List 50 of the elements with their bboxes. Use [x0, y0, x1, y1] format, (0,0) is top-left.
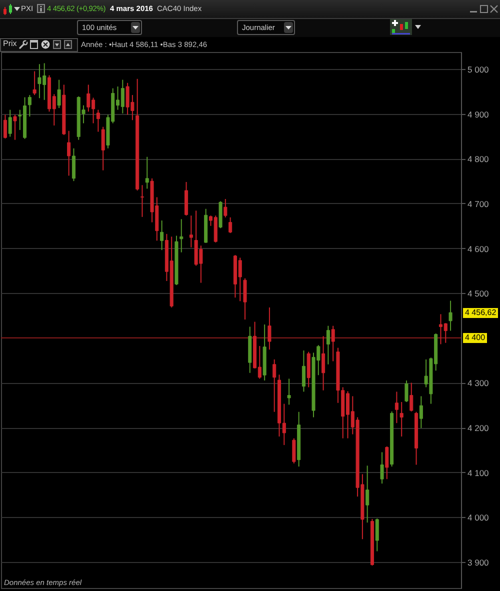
candlestick — [366, 465, 370, 524]
y-tick-label: 3 900 — [468, 558, 490, 568]
candlestick — [243, 278, 247, 320]
candlestick — [287, 378, 291, 406]
candlestick — [13, 114, 17, 140]
candlestick — [228, 216, 232, 234]
candlestick — [160, 220, 164, 251]
candlestick — [385, 446, 389, 480]
candlestick — [394, 391, 398, 424]
candlestick — [145, 156, 149, 190]
y-tick-label: 5 000 — [468, 64, 490, 75]
candlestick — [400, 402, 404, 438]
candlestick — [272, 358, 276, 412]
candlestick — [410, 382, 414, 412]
candlestick — [189, 215, 193, 248]
y-tick-label: 4 700 — [468, 198, 490, 209]
candlestick — [32, 70, 36, 96]
candlestick — [268, 306, 272, 350]
y-tick-label: 4 800 — [468, 154, 490, 164]
candlestick — [72, 148, 76, 182]
candlestick — [322, 336, 326, 391]
ref-line-label: 4 400 — [463, 332, 488, 343]
y-tick-label: 4 000 — [468, 512, 490, 523]
y-tick-label: 4 100 — [468, 468, 490, 478]
candlestick — [180, 218, 184, 253]
candlestick — [8, 109, 12, 138]
candlestick — [292, 438, 296, 464]
candlestick — [326, 325, 330, 365]
candlestick — [419, 396, 423, 429]
candlestick — [96, 109, 100, 132]
y-tick-label: 4 300 — [468, 378, 490, 388]
candlestick — [67, 130, 71, 176]
candlestick — [448, 300, 452, 332]
text: Prix — [3, 39, 17, 49]
candlestick — [331, 325, 335, 362]
candlestick — [28, 94, 32, 118]
candlestick — [101, 126, 105, 171]
candlestick — [380, 452, 384, 484]
candlestick — [140, 184, 144, 218]
candlestick — [3, 114, 7, 139]
y-tick-label: 4 600 — [468, 244, 490, 254]
text: 4 456,62 — [463, 308, 498, 318]
candlestick — [302, 350, 306, 392]
y-tick-label: 4 200 — [468, 423, 490, 434]
y-tick-label: 4 500 — [468, 288, 490, 299]
candlestick — [224, 198, 228, 218]
candlestick — [57, 79, 61, 109]
candlestick — [375, 518, 379, 552]
candlestick — [404, 380, 408, 403]
y-tick-label: 4 900 — [468, 109, 490, 120]
